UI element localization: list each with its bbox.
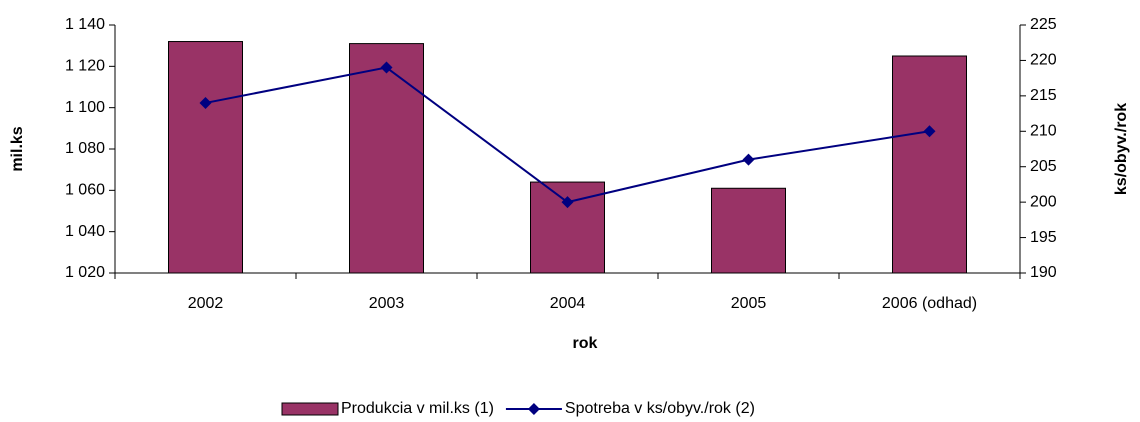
y2-tick-label: 215 [1030,87,1057,104]
y-tick-label: 1 040 [65,223,105,240]
y2-tick-label: 195 [1030,229,1057,246]
y2-tick-label: 225 [1030,16,1057,33]
y2-axis-title: ks/obyv./rok [1113,103,1130,195]
y2-tick-label: 220 [1030,52,1057,69]
y-tick-label: 1 120 [65,58,105,75]
legend-label: Spotreba v ks/obyv./rok (2) [565,400,755,417]
x-tick-label: 2004 [550,295,586,312]
x-tick-label: 2003 [369,295,405,312]
bar [168,41,243,274]
x-axis-title: rok [573,335,598,352]
x-tick-label: 2002 [188,295,224,312]
y2-tick-label: 210 [1030,123,1057,140]
legend-marker [527,403,540,415]
y-tick-label: 1 080 [65,140,105,157]
y-tick-label: 1 140 [65,16,105,33]
y-tick-label: 1 060 [65,182,105,199]
y-axis-title: mil.ks [9,126,26,171]
bar [711,187,786,274]
y2-tick-label: 205 [1030,158,1057,175]
line-marker [923,125,936,138]
y2-tick-label: 200 [1030,193,1057,210]
bar [349,43,424,274]
x-tick-label: 2005 [731,295,767,312]
y-tick-label: 1 020 [65,264,105,281]
legend-label: Produkcia v mil.ks (1) [341,400,494,417]
line-marker [561,196,574,209]
x-tick-label: 2006 (odhad) [882,295,977,312]
bar [892,55,967,274]
y2-tick-label: 190 [1030,264,1057,281]
line-marker [199,96,212,109]
line-marker [742,153,755,166]
line-marker [380,61,393,74]
y-tick-label: 1 100 [65,99,105,116]
legend-swatch [281,402,339,416]
